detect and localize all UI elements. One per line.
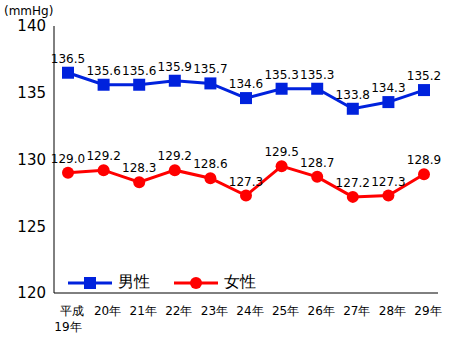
svg-text:128.9: 128.9 [407,153,441,167]
svg-text:135.6: 135.6 [122,64,156,78]
svg-text:127.3: 127.3 [229,175,263,189]
svg-text:20年: 20年 [94,304,121,318]
svg-text:129.2: 129.2 [86,149,120,163]
html-text:(mmHg): (mmHg) [4,4,54,18]
html-text:女性: 女性 [224,272,256,291]
svg-text:28年: 28年 [379,304,406,318]
svg-text:128.3: 128.3 [122,161,156,175]
svg-text:135: 135 [17,84,46,102]
svg-text:133.8: 133.8 [336,88,370,102]
svg-text:21年: 21年 [130,304,157,318]
svg-text:128.7: 128.7 [300,156,334,170]
svg-text:127.3: 127.3 [371,175,405,189]
svg-text:140: 140 [17,17,46,35]
svg-text:128.6: 128.6 [193,157,227,171]
svg-text:25年: 25年 [272,304,299,318]
svg-text:24年: 24年 [236,304,263,318]
svg-text:135.3: 135.3 [300,68,334,82]
svg-text:27年: 27年 [343,304,370,318]
svg-text:120: 120 [17,284,46,302]
svg-text:129.2: 129.2 [158,149,192,163]
svg-text:127.2: 127.2 [336,176,370,190]
svg-text:129.5: 129.5 [264,145,298,159]
svg-text:135.9: 135.9 [158,60,192,74]
svg-text:129.0: 129.0 [51,152,85,166]
svg-text:125: 125 [17,218,46,236]
svg-text:134.3: 134.3 [371,81,405,95]
svg-text:29年: 29年 [414,304,441,318]
svg-text:平成19年: 平成19年 [54,304,84,334]
svg-text:135.7: 135.7 [193,62,227,76]
svg-text:135.2: 135.2 [407,69,441,83]
svg-text:134.6: 134.6 [229,77,263,91]
svg-text:23年: 23年 [201,304,228,318]
svg-text:26年: 26年 [308,304,335,318]
svg-text:130: 130 [17,151,46,169]
svg-text:22年: 22年 [165,304,192,318]
html-text:男性: 男性 [118,272,150,291]
svg-text:135.6: 135.6 [86,64,120,78]
svg-text:135.3: 135.3 [264,68,298,82]
svg-text:136.5: 136.5 [51,52,85,66]
